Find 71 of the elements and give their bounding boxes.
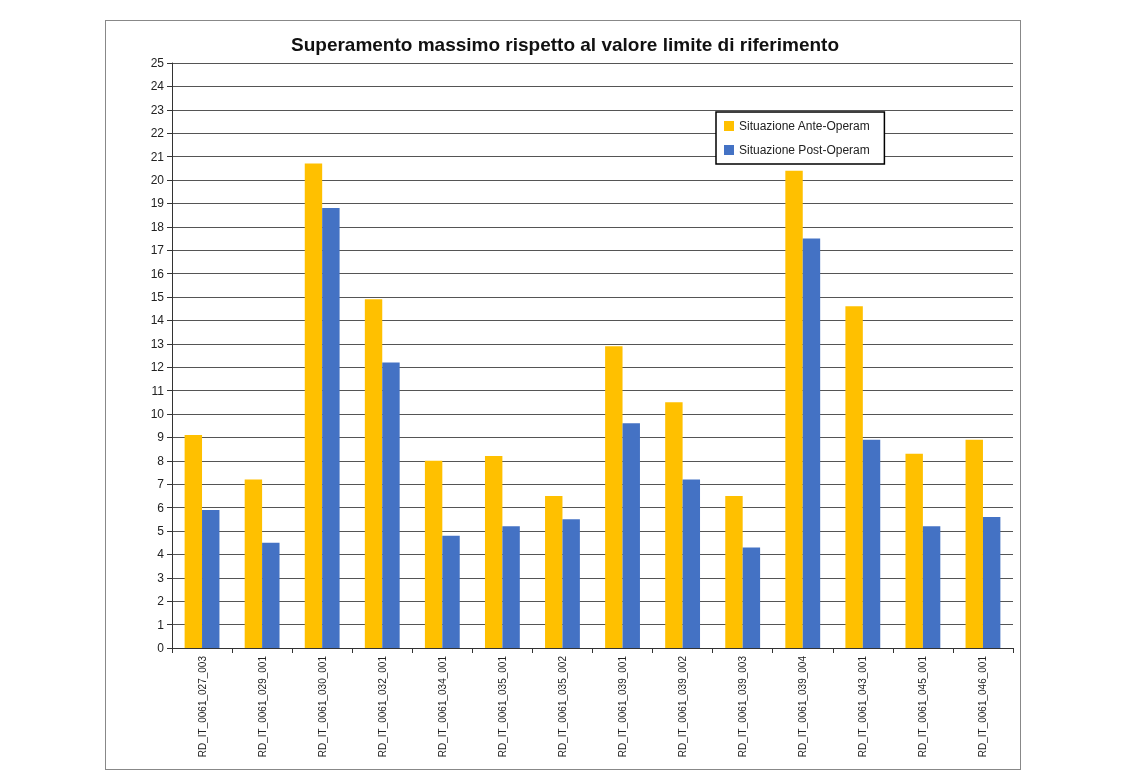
y-tick-label: 5 [157, 524, 165, 538]
x-tick-label: RD_IT_0061_045_001 [917, 655, 929, 758]
bar [545, 495, 563, 648]
bar [802, 238, 821, 648]
bar [364, 299, 383, 648]
y-tick-label: 6 [157, 500, 165, 515]
x-tick-label: RD_IT_0061_043_001 [857, 655, 869, 758]
y-tick-label: 0 [157, 641, 165, 655]
bar [502, 526, 520, 648]
bar [244, 479, 263, 648]
y-tick-label: 25 [150, 56, 165, 70]
bar [442, 535, 460, 648]
x-tick-label: RD_IT_0061_039_001 [617, 655, 629, 758]
bar [785, 170, 803, 648]
x-tick-label: RD_IT_0061_046_001 [977, 655, 989, 758]
bar [905, 453, 923, 648]
x-tick-label: RD_IT_0061_035_002 [556, 655, 568, 758]
y-tick-label: 8 [157, 453, 165, 468]
bar [622, 423, 640, 648]
x-tick-label: RD_IT_0061_039_004 [797, 655, 809, 758]
y-tick-label: 16 [150, 266, 165, 281]
chart-title: Superamento massimo rispetto al valore limite di riferimento [291, 34, 839, 55]
legend-label: Situazione Post-Operam [739, 143, 870, 157]
bar [562, 519, 580, 648]
bar [382, 362, 400, 648]
y-tick-label: 1 [157, 617, 165, 632]
bar [484, 456, 503, 648]
x-tick-label: RD_IT_0061_030_001 [316, 655, 328, 758]
bar [982, 516, 1001, 648]
x-tick-label: RD_IT_0061_027_003 [196, 655, 208, 758]
x-tick-label: RD_IT_0061_032_001 [376, 655, 388, 758]
bar [304, 163, 323, 648]
bar [262, 542, 280, 648]
y-tick-label: 21 [150, 149, 165, 164]
y-tick-label: 9 [157, 430, 165, 445]
bar [202, 509, 220, 648]
x-tick-label: RD_IT_0061_029_001 [256, 655, 268, 758]
y-tick-label: 24 [150, 79, 165, 94]
bar [605, 346, 623, 648]
bar [965, 439, 983, 648]
y-tick-label: 12 [150, 360, 165, 375]
x-tick-label: RD_IT_0061_039_002 [677, 655, 689, 758]
y-tick-label: 14 [150, 313, 165, 328]
bar [424, 460, 443, 648]
bar [742, 547, 761, 648]
x-tick-label: RD_IT_0061_039_003 [737, 655, 749, 758]
bar [682, 479, 701, 648]
bar [862, 439, 881, 648]
y-tick-label: 15 [150, 290, 165, 304]
y-tick-label: 22 [150, 126, 165, 141]
y-tick-label: 2 [157, 594, 165, 609]
bar [184, 435, 203, 648]
y-tick-label: 18 [150, 219, 165, 234]
bar [845, 306, 863, 648]
x-tick-label: RD_IT_0061_035_001 [496, 655, 508, 758]
y-tick-label: 11 [151, 383, 165, 398]
bar [922, 526, 941, 648]
bar [665, 402, 683, 648]
y-tick-label: 3 [157, 570, 165, 585]
x-tick-label: RD_IT_0061_034_001 [436, 655, 448, 758]
legend-label: Situazione Ante-Operam [739, 119, 870, 133]
bar [322, 208, 340, 648]
y-tick-label: 7 [157, 477, 165, 492]
y-tick-label: 17 [150, 243, 165, 258]
y-tick-label: 23 [150, 102, 165, 117]
y-tick-label: 19 [150, 196, 165, 211]
y-tick-label: 20 [150, 173, 165, 187]
y-tick-label: 13 [150, 336, 165, 351]
y-tick-label: 10 [150, 407, 165, 421]
bar [725, 495, 743, 648]
y-tick-label: 4 [157, 547, 165, 562]
